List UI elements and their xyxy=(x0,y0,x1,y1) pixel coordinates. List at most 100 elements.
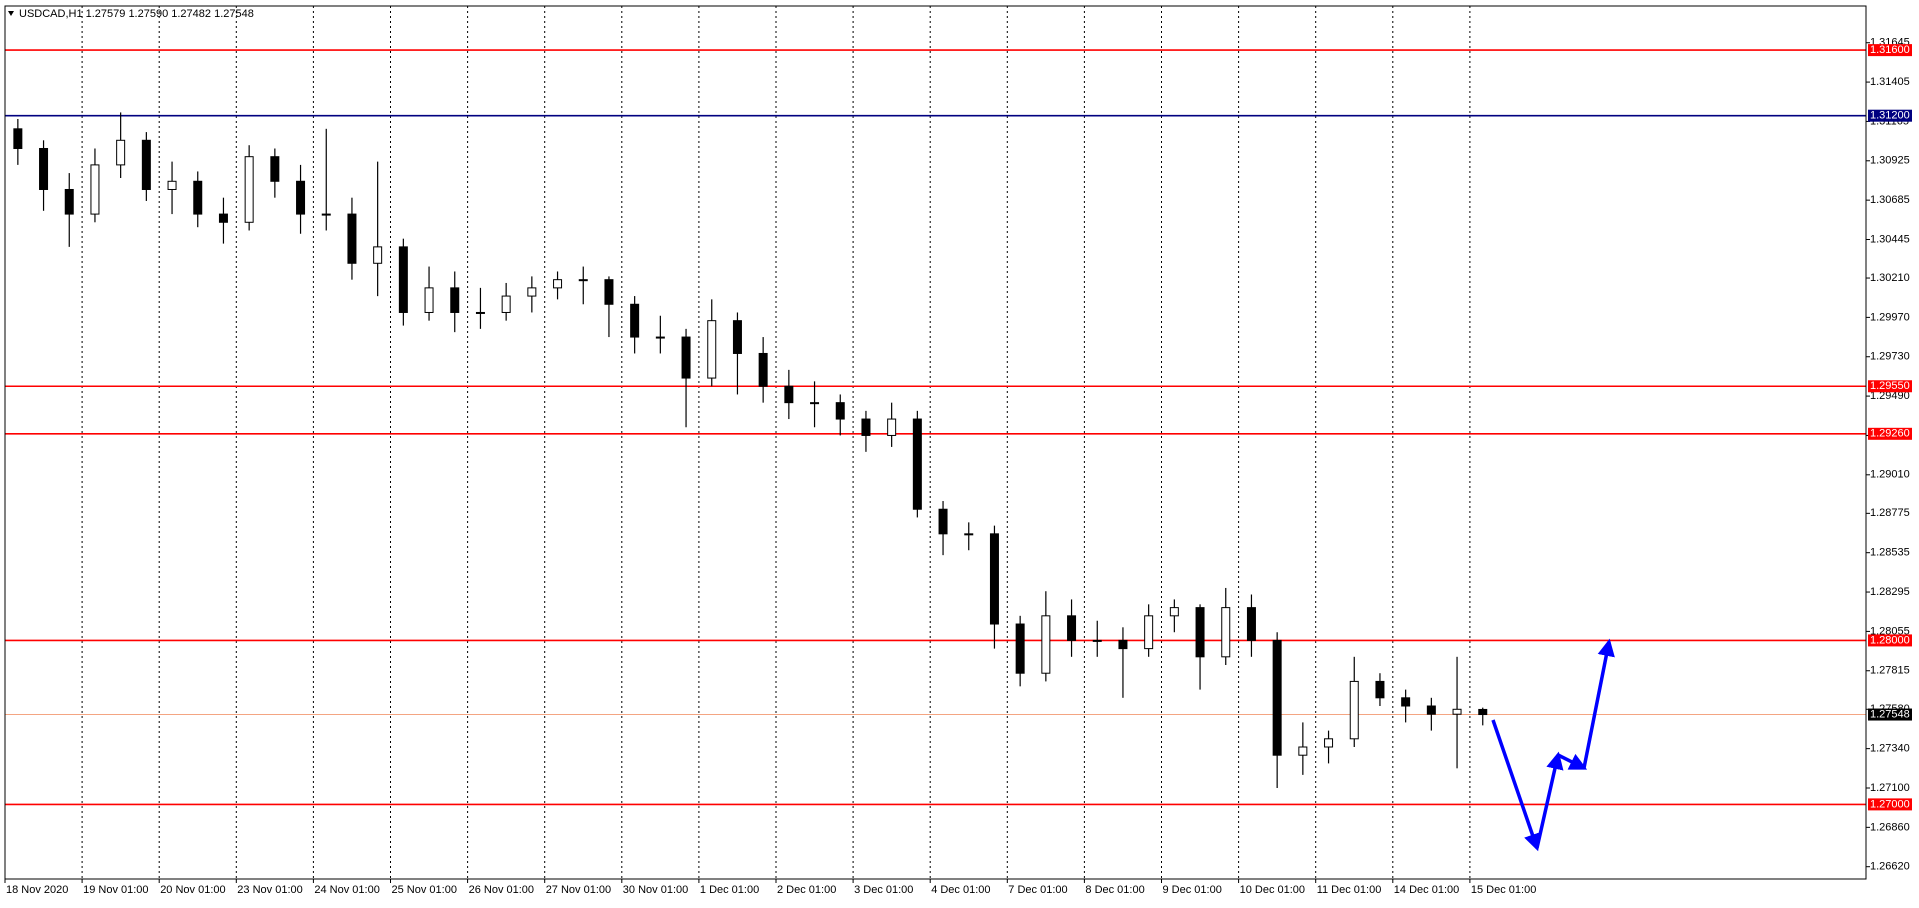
candle-body xyxy=(861,418,871,436)
candle-body xyxy=(707,320,717,379)
candle-body xyxy=(553,279,563,289)
y-tick-label: 1.28775 xyxy=(1870,507,1910,519)
x-tick-label: 24 Nov 01:00 xyxy=(314,884,379,896)
x-tick-label: 15 Dec 01:00 xyxy=(1471,884,1536,896)
plot-frame xyxy=(4,5,1867,880)
chart-title: USDCAD,H1 1.27579 1.27590 1.27482 1.2754… xyxy=(19,8,254,20)
y-tick-label: 1.30925 xyxy=(1870,155,1910,167)
arrow xyxy=(1557,753,1588,770)
candle-body xyxy=(1401,697,1411,707)
candle-body xyxy=(938,508,948,535)
x-tick-label: 20 Nov 01:00 xyxy=(160,884,225,896)
y-tick-label: 1.28295 xyxy=(1870,586,1910,598)
candle-body xyxy=(373,246,383,264)
candle-body xyxy=(193,180,203,215)
candle-body xyxy=(1144,615,1154,650)
candle-body xyxy=(167,180,177,190)
y-tick-label: 1.28055 xyxy=(1870,625,1910,637)
level-label: 1.31600 xyxy=(1870,44,1910,56)
y-tick-label: 1.27100 xyxy=(1870,782,1910,794)
candle-body xyxy=(270,156,280,182)
candle-body xyxy=(116,139,126,166)
candle-body xyxy=(1092,639,1102,642)
level-label-bg xyxy=(1868,44,1912,57)
x-tick-label: 23 Nov 01:00 xyxy=(237,884,302,896)
arrow xyxy=(1491,719,1541,852)
candle-body xyxy=(218,213,228,223)
y-tick-label: 1.29010 xyxy=(1870,469,1910,481)
candle-body xyxy=(989,533,999,625)
candle-body xyxy=(1118,639,1128,650)
candle-body xyxy=(1298,746,1308,756)
candle-body xyxy=(1426,705,1436,715)
candle-body xyxy=(1375,680,1385,699)
x-tick-label: 19 Nov 01:00 xyxy=(83,884,148,896)
level-label-bg xyxy=(1868,427,1912,440)
candle-body xyxy=(604,279,614,305)
candle-body xyxy=(1169,607,1179,617)
candle-body xyxy=(1478,708,1488,716)
x-tick-label: 26 Nov 01:00 xyxy=(469,884,534,896)
x-tick-label: 11 Dec 01:00 xyxy=(1317,884,1382,896)
candle-body xyxy=(810,402,820,405)
y-tick-label: 1.30210 xyxy=(1870,272,1910,284)
x-tick-label: 8 Dec 01:00 xyxy=(1085,884,1144,896)
candle-body xyxy=(1324,738,1334,748)
candle-body xyxy=(1067,615,1077,641)
annotation-arrows xyxy=(1491,638,1615,852)
x-tick-label: 9 Dec 01:00 xyxy=(1163,884,1222,896)
arrow xyxy=(1582,638,1615,769)
x-tick-label: 14 Dec 01:00 xyxy=(1394,884,1459,896)
candle-body xyxy=(90,164,100,215)
candle-body xyxy=(1015,623,1025,674)
x-tick-label: 3 Dec 01:00 xyxy=(854,884,913,896)
x-tick-label: 25 Nov 01:00 xyxy=(392,884,457,896)
x-tick-label: 27 Nov 01:00 xyxy=(546,884,611,896)
y-tick-label: 1.30445 xyxy=(1870,233,1910,245)
level-label-bg xyxy=(1868,380,1912,393)
level-label-bg xyxy=(1868,109,1912,122)
candles xyxy=(13,112,1488,788)
candle-body xyxy=(732,320,742,354)
candle-body xyxy=(296,180,306,215)
x-tick-label: 4 Dec 01:00 xyxy=(931,884,990,896)
candle-body xyxy=(1246,607,1256,641)
candle-body xyxy=(1221,607,1231,658)
candle-body xyxy=(758,352,768,387)
candle-body xyxy=(887,418,897,436)
y-tick-label: 1.27815 xyxy=(1870,665,1910,677)
level-label: 1.29550 xyxy=(1870,380,1910,392)
candle-body xyxy=(424,287,434,313)
candle-body xyxy=(347,213,357,264)
level-label: 1.29260 xyxy=(1870,428,1910,440)
price-label-bg xyxy=(1868,708,1912,721)
y-tick-label: 1.31405 xyxy=(1870,76,1910,88)
level-label: 1.27000 xyxy=(1870,798,1910,810)
candle-body xyxy=(784,385,794,404)
candle-body xyxy=(321,213,331,216)
arrow xyxy=(1535,751,1564,849)
y-tick-label: 1.28535 xyxy=(1870,547,1910,559)
candle-body xyxy=(244,156,254,223)
candle-body xyxy=(1195,607,1205,658)
menu-icon[interactable] xyxy=(8,11,14,16)
y-tick-label: 1.30685 xyxy=(1870,194,1910,206)
x-tick-label: 30 Nov 01:00 xyxy=(623,884,688,896)
level-label: 1.28000 xyxy=(1870,634,1910,646)
price-label: 1.27548 xyxy=(1870,708,1910,720)
x-tick-label: 18 Nov 2020 xyxy=(6,884,68,896)
candle-body xyxy=(1272,639,1282,756)
x-tick-label: 7 Dec 01:00 xyxy=(1008,884,1067,896)
y-tick-label: 1.29970 xyxy=(1870,311,1910,323)
candle-body xyxy=(1452,708,1462,715)
candle-body xyxy=(450,287,460,313)
candle-body xyxy=(835,402,845,420)
candle-body xyxy=(1349,680,1359,740)
candle-body xyxy=(141,139,151,190)
y-tick-label: 1.26620 xyxy=(1870,861,1910,873)
candle-body xyxy=(501,295,511,313)
x-tick-label: 10 Dec 01:00 xyxy=(1240,884,1305,896)
candle-body xyxy=(527,287,537,297)
